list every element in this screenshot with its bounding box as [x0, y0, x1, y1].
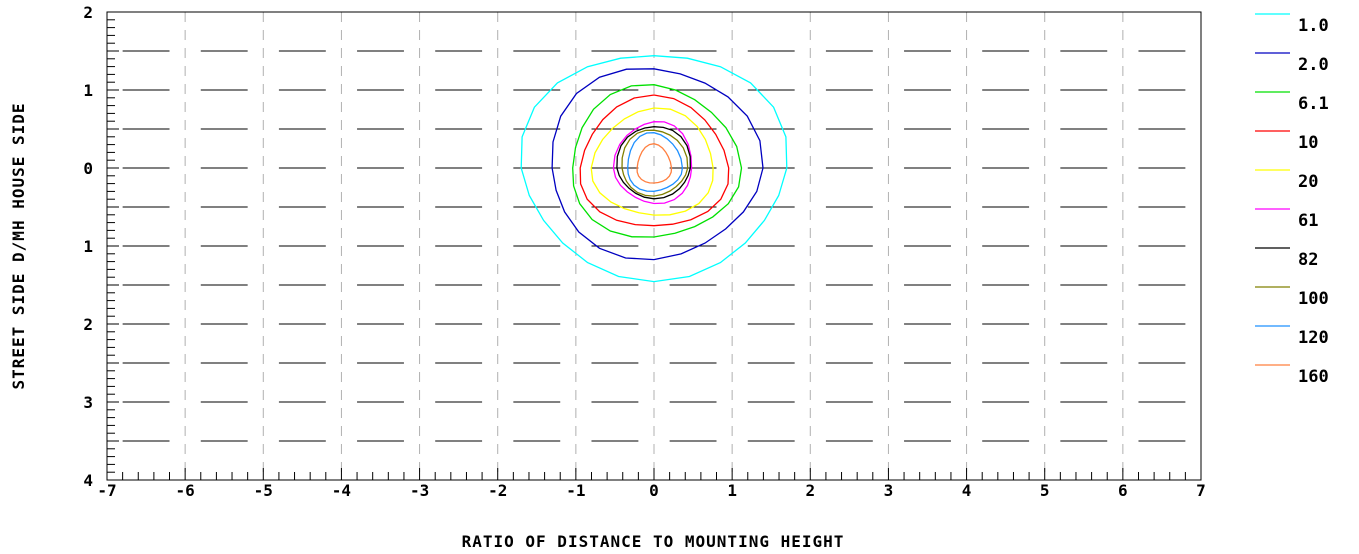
tick-layer — [106, 11, 1202, 481]
contour-160 — [636, 143, 673, 184]
contour-1.0 — [520, 55, 788, 283]
x-tick-label: 1 — [727, 481, 737, 500]
x-tick-label: 0 — [649, 481, 659, 500]
legend-label: 2.0 — [1298, 55, 1329, 75]
x-tick-label: 6 — [1118, 481, 1128, 500]
legend-label: 100 — [1298, 289, 1329, 309]
x-tick-label: -4 — [332, 481, 351, 500]
legend-label: 10 — [1298, 133, 1318, 153]
y-tick-label: 1 — [83, 237, 93, 256]
x-tick-label: 5 — [1040, 481, 1050, 500]
x-tick-label: -7 — [97, 481, 116, 500]
x-tick-label: 2 — [805, 481, 815, 500]
x-tick-label: -6 — [176, 481, 195, 500]
legend-label: 120 — [1298, 328, 1329, 348]
contour-layer — [520, 55, 788, 283]
contour-6.1 — [572, 84, 743, 238]
x-tick-label: -2 — [488, 481, 507, 500]
x-tick-labels: -7 -6 -5 -4 -3 -2 -1 0 1 2 3 4 5 6 7 — [97, 481, 1205, 500]
x-tick-label: -3 — [410, 481, 429, 500]
contour-82 — [616, 126, 691, 200]
legend: 1.0 2.0 6.1 10 20 61 82 100 120 160 — [1255, 13, 1329, 387]
legend-label: 20 — [1298, 172, 1318, 192]
y-tick-label: 1 — [83, 81, 93, 100]
legend-label: 160 — [1298, 367, 1329, 387]
contour-2.0 — [551, 68, 764, 261]
contour-10 — [579, 94, 730, 227]
y-tick-label: 2 — [83, 315, 93, 334]
y-tick-label: 4 — [83, 471, 93, 490]
contour-20 — [590, 107, 714, 216]
x-axis-title: RATIO OF DISTANCE TO MOUNTING HEIGHT — [462, 532, 845, 551]
legend-label: 6.1 — [1298, 94, 1329, 114]
x-tick-label: 4 — [962, 481, 972, 500]
y-axis-title: STREET SIDE D/MH HOUSE SIDE — [9, 102, 28, 389]
y-tick-labels: 2 1 0 1 2 3 4 — [83, 3, 93, 490]
x-tick-label: -5 — [254, 481, 273, 500]
legend-label: 1.0 — [1298, 16, 1329, 36]
legend-label: 82 — [1298, 250, 1318, 270]
x-tick-label: 7 — [1196, 481, 1206, 500]
y-tick-label: 0 — [83, 159, 93, 178]
y-tick-label: 3 — [83, 393, 93, 412]
contour-61 — [612, 121, 693, 205]
x-tick-label: -1 — [566, 481, 585, 500]
grid-layer — [184, 12, 1124, 480]
contour-100 — [621, 129, 689, 197]
x-tick-label: 3 — [884, 481, 894, 500]
y-tick-label: 2 — [83, 3, 93, 22]
contour-120 — [627, 132, 684, 192]
legend-label: 61 — [1298, 211, 1318, 231]
road-marking-layer — [122, 50, 1186, 442]
